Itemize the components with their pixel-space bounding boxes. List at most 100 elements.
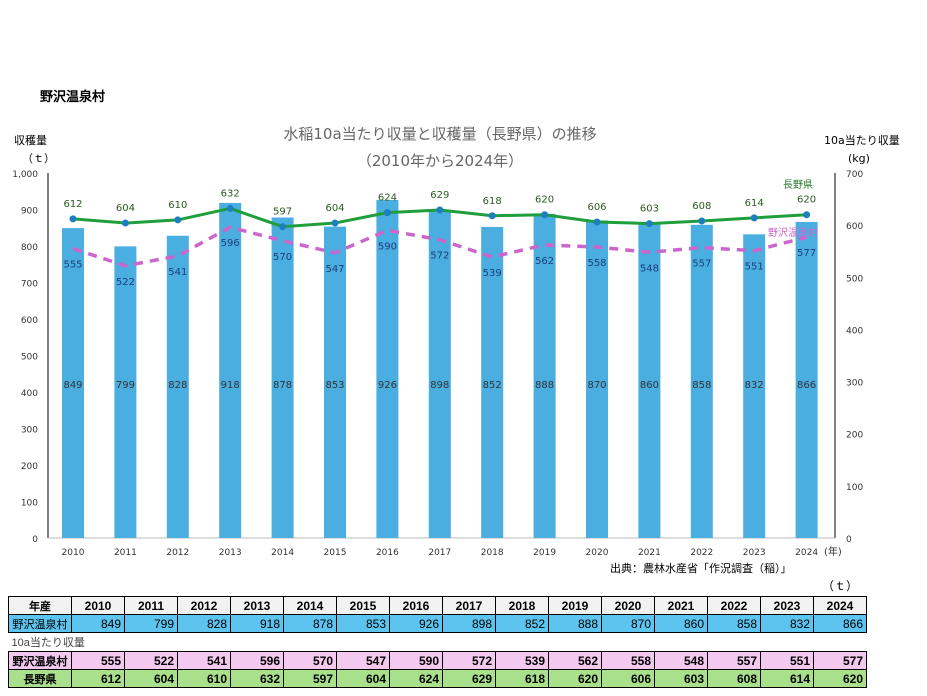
bar-data-label: 878	[273, 380, 292, 391]
x-tick-label: 2019	[533, 548, 556, 558]
series-marker	[383, 209, 391, 217]
series-marker	[541, 211, 549, 219]
series-marker	[645, 220, 653, 228]
series-data-label: 551	[745, 262, 764, 273]
left-tick-label: 800	[21, 243, 38, 253]
year-cell: 2014	[283, 596, 337, 615]
bar-data-label: 799	[116, 380, 135, 391]
pref-yield-cell: 618	[495, 669, 549, 688]
series-marker	[750, 214, 758, 222]
bar	[481, 227, 504, 538]
bar	[62, 228, 84, 539]
harvest-cell: 888	[548, 614, 602, 633]
page-heading: 野沢温泉村	[40, 90, 106, 105]
pref-yield-cell: 603	[654, 669, 708, 688]
village-yield-cell: 547	[336, 651, 390, 670]
village-yield-cell: 522	[124, 651, 178, 670]
right-tick-label: 500	[846, 274, 863, 284]
series-marker	[436, 206, 444, 214]
series-data-label: 547	[325, 264, 344, 275]
harvest-cell: 898	[442, 614, 496, 633]
x-tick-label: 2022	[690, 548, 713, 558]
right-tick-label: 400	[846, 326, 863, 336]
bar	[166, 235, 189, 538]
year-cell: 2018	[495, 596, 549, 615]
x-tick-label: 2018	[481, 548, 504, 558]
year-cell: 2016	[389, 596, 443, 615]
harvest-cell: 926	[389, 614, 443, 633]
village-yield-cell: 570	[283, 651, 337, 670]
harvest-cell: 866	[813, 614, 867, 633]
year-cell: 2020	[601, 596, 655, 615]
bar	[114, 246, 137, 539]
table-caption-row: 10a当たり収量	[9, 633, 867, 652]
village-yield-cell: 539	[495, 651, 549, 670]
series-marker	[226, 204, 234, 212]
bar-data-label: 849	[63, 380, 82, 391]
village-yield-cell: 548	[654, 651, 708, 670]
legend-village: 野沢温泉村	[768, 226, 818, 239]
series-data-label: 620	[535, 195, 554, 206]
year-cell: 2013	[230, 596, 284, 615]
village-yield-cell: 555	[71, 651, 125, 670]
row-label: 野沢温泉村	[8, 614, 72, 633]
x-tick-label: 2013	[219, 548, 242, 558]
harvest-cell: 852	[495, 614, 549, 633]
left-tick-label: 700	[21, 280, 38, 290]
bar-data-label: 828	[168, 380, 187, 391]
bar	[219, 202, 242, 538]
series-data-label: 557	[692, 259, 711, 270]
pref-yield-cell: 624	[389, 669, 443, 688]
left-tick-label: 1,000	[12, 170, 38, 180]
year-cell: 2021	[654, 596, 708, 615]
bar-data-label: 926	[378, 380, 397, 391]
left-tick-label: 100	[21, 499, 38, 509]
bar	[638, 224, 661, 538]
pref-yield-cell: 597	[283, 669, 337, 688]
series-data-label: 618	[483, 196, 502, 207]
harvest-cell: 828	[177, 614, 231, 633]
left-tick-label: 300	[21, 426, 38, 436]
series-marker	[488, 212, 496, 220]
village-yield-cell: 558	[601, 651, 655, 670]
left-tick-label: 900	[21, 207, 38, 217]
pref-yield-cell: 610	[177, 669, 231, 688]
right-tick-label: 700	[846, 170, 863, 180]
chart-subtitle: （2010年から2024年）	[357, 152, 523, 170]
year-cell: 2019	[548, 596, 602, 615]
village-yield-cell: 596	[230, 651, 284, 670]
year-cell: 2024	[813, 596, 867, 615]
bar	[690, 224, 713, 538]
right-axis-label: 10a当たり収量	[824, 133, 900, 147]
x-tick-label: 2023	[743, 548, 766, 558]
bar-data-label: 866	[797, 380, 816, 391]
bar-data-label: 853	[325, 380, 344, 391]
series-data-label: 590	[378, 241, 397, 252]
year-cell: 2010	[71, 596, 125, 615]
x-tick-label: 2020	[586, 548, 609, 558]
bar	[324, 226, 346, 538]
series-data-label: 577	[797, 248, 816, 259]
header-label: 年産	[8, 596, 72, 615]
pref-yield-cell: 632	[230, 669, 284, 688]
harvest-cell: 870	[601, 614, 655, 633]
right-axis-unit: (kg)	[848, 152, 870, 165]
table-row-pref-yield: 長野県 612 604 610 632 597 604 624 629 618 620 606 603 6…	[8, 669, 867, 688]
series-data-label: 624	[378, 193, 397, 204]
bar-data-label: 870	[587, 380, 606, 391]
chart: 水稲10a当たり収量と収穫量（長野県）の推移 （2010年から2024年） 収穫量 （…	[12, 125, 900, 575]
series-marker	[279, 223, 287, 231]
series-data-label: 610	[168, 200, 187, 211]
bar-data-label: 860	[640, 380, 659, 391]
bar	[271, 217, 294, 538]
pref-yield-cell: 604	[336, 669, 390, 688]
table-header-row: 年産 2010 2011 2012 2013 2014 2015 2016 2017 2018 20…	[8, 596, 867, 615]
x-tick-label: 2011	[114, 548, 137, 558]
series-data-label: 539	[483, 268, 502, 279]
pref-yield-cell: 620	[813, 669, 867, 688]
series-data-label: 597	[273, 207, 292, 218]
bar	[428, 210, 451, 539]
series-data-label: 620	[797, 195, 816, 206]
series-data-label: 604	[116, 203, 135, 214]
harvest-cell: 832	[760, 614, 814, 633]
